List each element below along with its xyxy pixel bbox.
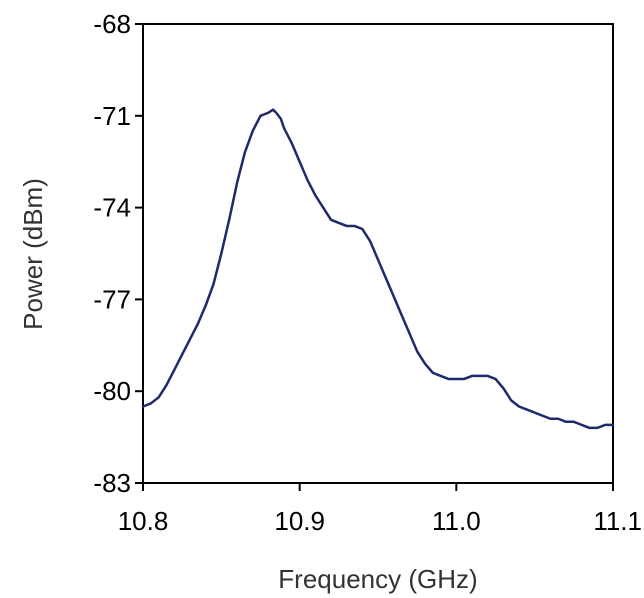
x-tick-label: 10.9 <box>274 506 325 536</box>
x-axis-ticks <box>142 483 614 491</box>
x-tick-label: 11.1 <box>593 506 642 536</box>
x-axis-label: Frequency (GHz) <box>278 564 477 594</box>
y-tick-label: -77 <box>93 284 131 314</box>
plot-frame <box>142 23 614 484</box>
power-series-line <box>141 108 615 430</box>
y-tick-label: -74 <box>93 193 131 223</box>
y-tick-label: -80 <box>93 376 131 406</box>
y-axis-tick-labels: -83 -80 -77 -74 -71 -68 <box>93 9 131 498</box>
x-tick-label: 10.8 <box>118 506 169 536</box>
y-axis-ticks <box>135 23 143 484</box>
y-tick-label: -71 <box>93 101 131 131</box>
x-axis-tick-labels: 10.8 10.9 11.0 11.1 <box>118 506 642 536</box>
x-tick-label: 11.0 <box>432 506 481 536</box>
y-axis-label: Power (dBm) <box>18 178 48 330</box>
y-tick-label: -83 <box>93 468 131 498</box>
y-tick-label: -68 <box>93 9 131 39</box>
